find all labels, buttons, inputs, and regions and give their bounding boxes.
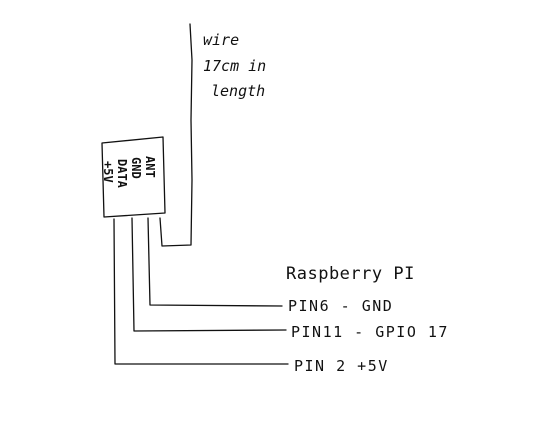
board-title: Raspberry PI <box>286 264 415 284</box>
sensor-pin-label-gnd: GND <box>129 157 143 179</box>
antenna-note-line-3: length <box>211 82 265 100</box>
antenna-wire <box>159 23 193 247</box>
data-wire <box>131 217 287 332</box>
sensor-pin-label-data: DATA <box>115 159 129 189</box>
antenna-note-line-1: wire <box>203 31 239 49</box>
connection-label-gnd: PIN6 - GND <box>288 297 393 315</box>
connection-label-gpio17: PIN11 - GPIO 17 <box>291 323 449 341</box>
sensor-pin-label-5v: +5V <box>101 161 115 183</box>
power-wire <box>113 218 289 365</box>
antenna-note-line-2: 17cm in <box>203 57 266 75</box>
sensor-module-body <box>101 136 166 218</box>
sensor-pin-labels: +5V DATA GND ANT <box>101 156 157 189</box>
sensor-pin-label-ant: ANT <box>143 156 157 178</box>
connection-label-5v: PIN 2 +5V <box>294 357 389 375</box>
gnd-wire <box>147 217 283 307</box>
